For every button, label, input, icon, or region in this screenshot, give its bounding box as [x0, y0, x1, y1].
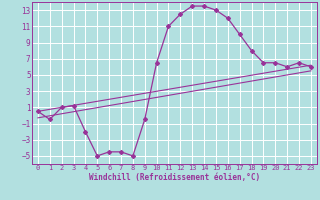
- X-axis label: Windchill (Refroidissement éolien,°C): Windchill (Refroidissement éolien,°C): [89, 173, 260, 182]
